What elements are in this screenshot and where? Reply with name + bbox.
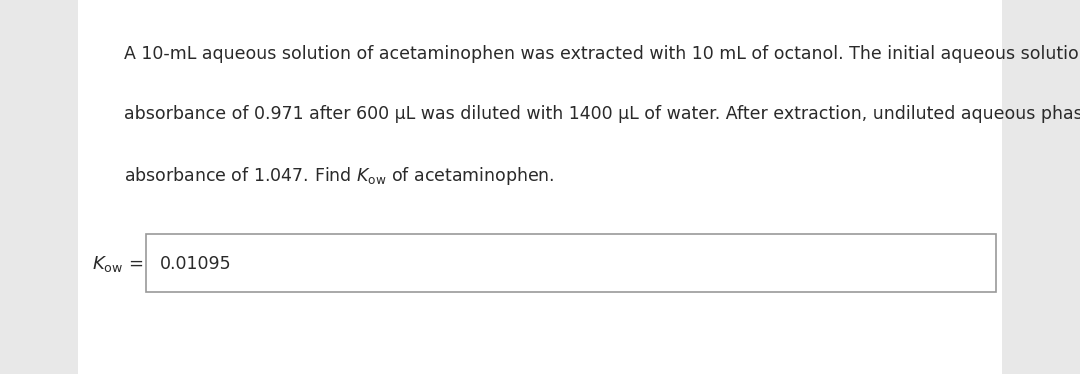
FancyBboxPatch shape	[1002, 0, 1080, 374]
Text: absorbance of 1.047. Find $K_{\mathrm{ow}}$ of acetaminophen.: absorbance of 1.047. Find $K_{\mathrm{ow…	[124, 165, 555, 187]
FancyBboxPatch shape	[0, 0, 78, 374]
Text: 0.01095: 0.01095	[160, 255, 231, 273]
Text: A 10-mL aqueous solution of acetaminophen was extracted with 10 mL of octanol. T: A 10-mL aqueous solution of acetaminophe…	[124, 45, 1080, 63]
Text: $K_{\mathrm{ow}}$ =: $K_{\mathrm{ow}}$ =	[92, 254, 143, 274]
FancyBboxPatch shape	[78, 0, 1002, 374]
Text: absorbance of 0.971 after 600 μL was diluted with 1400 μL of water. After extrac: absorbance of 0.971 after 600 μL was dil…	[124, 105, 1080, 123]
FancyBboxPatch shape	[146, 234, 996, 292]
